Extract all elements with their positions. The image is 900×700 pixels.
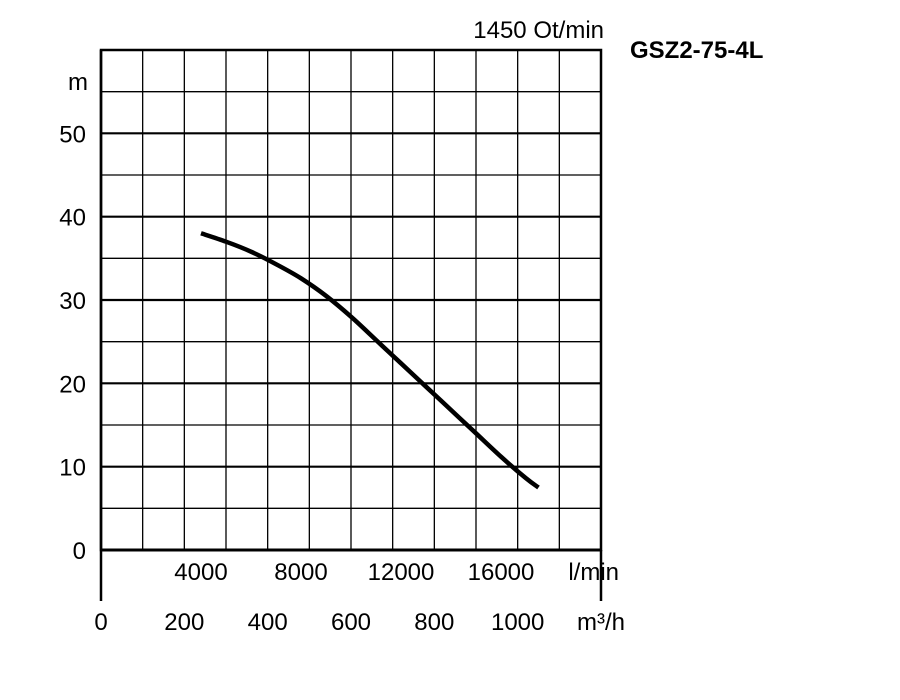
x-tick-labels: 0 200 400 600 800 1000 m³/h: [94, 609, 625, 636]
head-curve: [200, 231, 540, 490]
x-tick-label: 0: [94, 609, 107, 636]
x2-unit-label: l/min: [568, 559, 619, 586]
x2-tick-label: 12000: [368, 559, 435, 586]
y-tick-label: 40: [59, 205, 86, 232]
chart-title: GSZ2-75-4L: [630, 37, 763, 64]
y-tick-label: 50: [59, 121, 86, 148]
chart-subtitle: 1450 Ot/min: [473, 17, 604, 44]
y-tick-label: 30: [59, 288, 86, 315]
y-axis-label: m: [68, 69, 88, 96]
y-tick-labels: 0 10 20 30 40 50: [59, 121, 86, 565]
series-lines: [200, 231, 540, 490]
secondary-x-tick-labels: 4000 8000 12000 16000 l/min: [174, 559, 619, 586]
grid-lines: [101, 50, 601, 550]
y-tick-label: 0: [73, 538, 86, 565]
x-tick-label: 800: [414, 609, 454, 636]
x-tick-label: 1000: [491, 609, 544, 636]
x2-tick-label: 4000: [174, 559, 227, 586]
x2-tick-label: 16000: [468, 559, 535, 586]
y-tick-label: 10: [59, 455, 86, 482]
x-tick-label: 200: [164, 609, 204, 636]
y-tick-label: 20: [59, 371, 86, 398]
x-tick-label: 600: [331, 609, 371, 636]
x2-tick-label: 8000: [274, 559, 327, 586]
x-unit-label: m³/h: [577, 609, 625, 636]
x-tick-label: 400: [248, 609, 288, 636]
plot-frame: [99, 48, 603, 601]
